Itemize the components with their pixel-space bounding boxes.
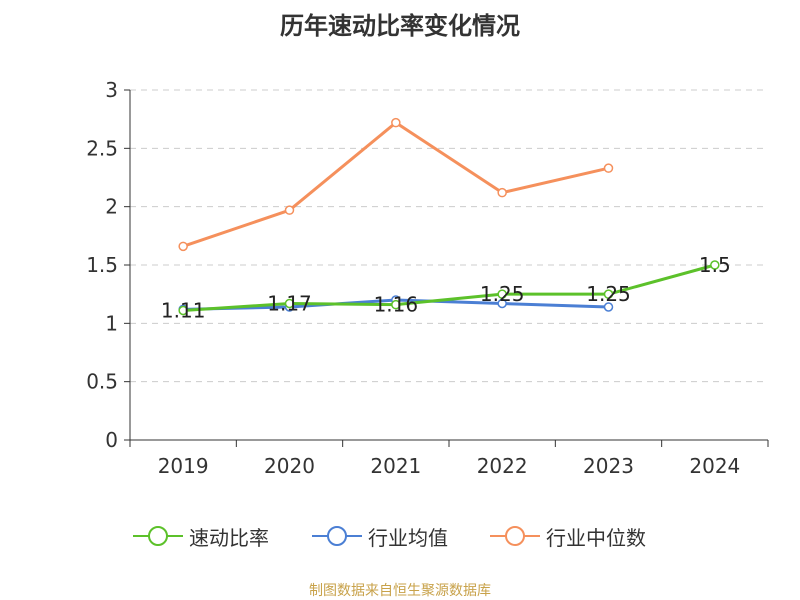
legend-label-quick-ratio: 速动比率 — [189, 525, 269, 550]
x-tick-label: 2023 — [583, 454, 634, 478]
data-point — [284, 298, 295, 309]
data-label: 1.11 — [161, 299, 206, 323]
x-tick-label: 2019 — [158, 454, 209, 478]
data-point — [497, 187, 507, 198]
data-point — [603, 163, 614, 173]
data-label: 1.17 — [267, 292, 312, 316]
y-tick-label: 2.5 — [86, 136, 118, 160]
axis-layer: 0 0.5 1 1.5 2 2.5 3 2019 2020 2021 2022 2023 2024 — [86, 78, 769, 478]
y-tick-label: 2 — [105, 195, 118, 219]
data-label-layer: 1.11 1.17 1.16 1.25 1.25 1.5 — [161, 253, 731, 323]
x-tick-label: 2024 — [689, 454, 740, 478]
legend-circle — [327, 526, 347, 546]
legend: 速动比率 行业均值 行业中位数 — [0, 518, 800, 558]
data-label: 1.16 — [374, 293, 419, 317]
x-tick-label: 2021 — [370, 454, 421, 478]
legend-item-industry-median[interactable]: 行业中位数 — [490, 518, 646, 554]
series-layer — [178, 117, 720, 316]
data-label: 1.25 — [480, 282, 525, 306]
legend-item-industry-average[interactable]: 行业均值 — [312, 518, 448, 554]
series-line-2 — [182, 121, 609, 248]
y-tick-label: 1.5 — [86, 253, 118, 277]
data-point — [178, 241, 188, 252]
data-point — [391, 117, 401, 128]
legend-item-quick-ratio[interactable]: 速动比率 — [133, 518, 269, 554]
x-tick-label: 2022 — [477, 454, 528, 478]
data-point — [391, 299, 401, 310]
legend-circle — [505, 526, 525, 546]
y-tick-label: 1 — [105, 311, 118, 335]
legend-label-industry-median: 行业中位数 — [546, 525, 646, 550]
y-tick-label: 0 — [105, 428, 118, 452]
legend-marker-industry-median — [490, 526, 540, 546]
data-label: 1.25 — [586, 282, 631, 306]
legend-marker-industry-average — [312, 526, 362, 546]
data-point — [284, 205, 295, 215]
data-point — [710, 260, 720, 270]
data-point — [497, 298, 507, 309]
legend-circle — [148, 526, 168, 546]
legend-marker-quick-ratio — [133, 526, 183, 546]
data-point — [178, 305, 188, 316]
series-line-0 — [183, 263, 716, 312]
data-label: 1.5 — [699, 253, 731, 277]
legend-label-industry-average: 行业均值 — [368, 525, 448, 550]
chart-title: 历年速动比率变化情况 — [280, 12, 520, 40]
grid-layer — [130, 89, 768, 383]
y-tick-label: 3 — [105, 78, 118, 102]
y-tick-label: 0.5 — [86, 370, 118, 394]
data-source-note: 制图数据来自恒生聚源数据库 — [309, 583, 491, 599]
x-tick-label: 2020 — [264, 454, 315, 478]
data-point — [603, 302, 614, 312]
data-point — [497, 289, 507, 299]
data-point — [603, 289, 614, 299]
